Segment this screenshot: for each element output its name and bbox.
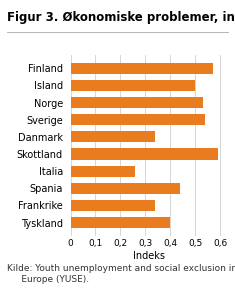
Bar: [70, 131, 156, 142]
X-axis label: Indeks: Indeks: [133, 251, 165, 261]
Bar: [70, 165, 136, 177]
Bar: [70, 63, 213, 74]
Bar: [70, 217, 170, 228]
Text: Kilde: Youth unemployment and social exclusion in: Kilde: Youth unemployment and social exc…: [7, 264, 235, 273]
Bar: [70, 183, 180, 194]
Bar: [70, 114, 205, 125]
Bar: [70, 148, 218, 160]
Bar: [70, 200, 156, 211]
Bar: [70, 80, 196, 91]
Bar: [70, 97, 203, 108]
Text: Figur 3. Økonomiske problemer, indeks: Figur 3. Økonomiske problemer, indeks: [7, 11, 235, 24]
Text: Europe (YUSE).: Europe (YUSE).: [7, 275, 89, 284]
